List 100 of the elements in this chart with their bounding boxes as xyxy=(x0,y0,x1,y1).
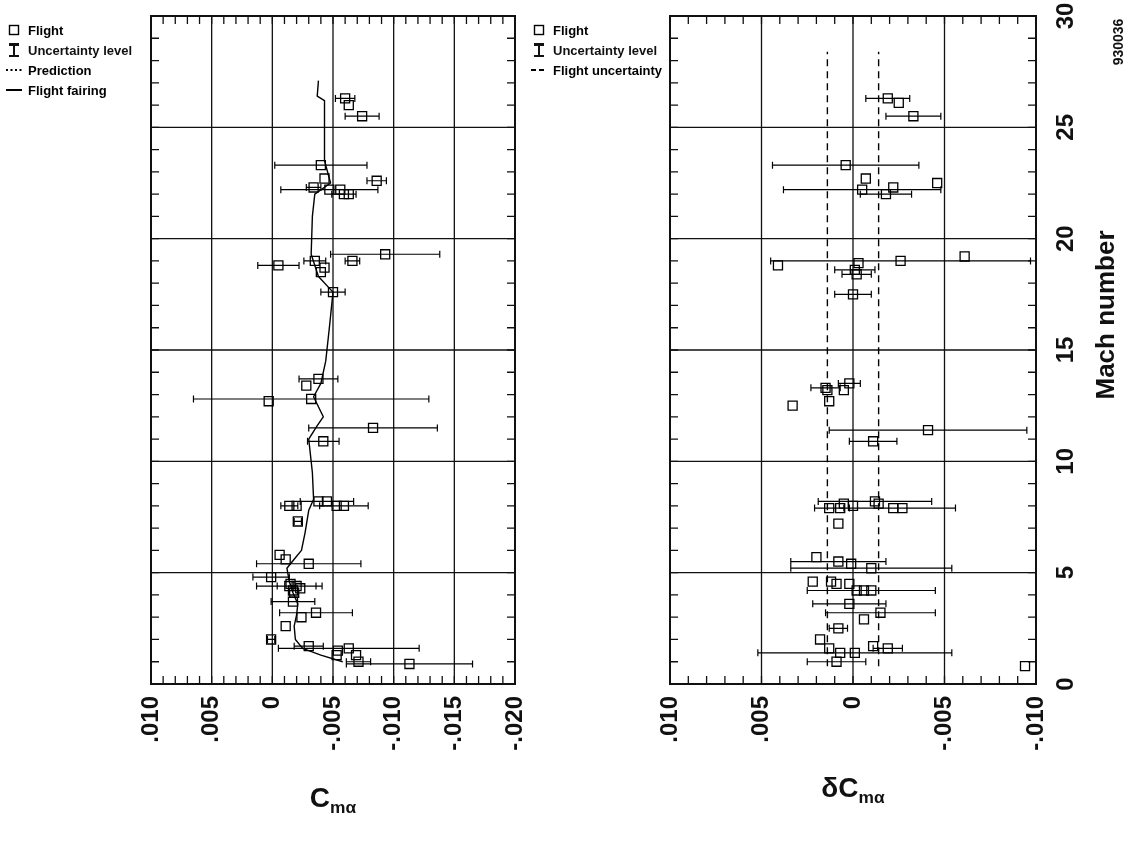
point xyxy=(831,656,842,667)
point xyxy=(315,160,327,171)
point xyxy=(858,585,870,596)
point xyxy=(856,184,868,195)
point xyxy=(335,184,346,195)
point xyxy=(295,583,306,594)
point xyxy=(824,396,835,407)
point xyxy=(835,502,846,514)
point xyxy=(893,97,904,109)
x-tick-label: -.010 xyxy=(378,696,406,751)
point xyxy=(305,393,317,405)
point xyxy=(851,269,862,280)
point xyxy=(888,502,899,514)
point xyxy=(380,249,391,260)
point xyxy=(844,378,855,389)
point xyxy=(860,173,871,184)
point xyxy=(833,518,844,529)
point xyxy=(833,623,844,634)
point xyxy=(296,612,307,623)
point xyxy=(339,93,351,104)
legend-label: Flight xyxy=(28,22,64,38)
y-tick-label: 20 xyxy=(1050,225,1078,253)
point xyxy=(833,556,844,567)
x-axis-title: δC$_{mα}$ xyxy=(821,771,885,807)
point xyxy=(331,500,342,512)
point xyxy=(273,260,284,271)
point xyxy=(356,111,368,122)
point xyxy=(284,500,295,512)
x-tick-label: .005 xyxy=(746,696,774,743)
point xyxy=(315,266,327,278)
text: 930036 xyxy=(1110,18,1126,66)
point xyxy=(280,554,291,565)
x-tick-label: 0 xyxy=(837,696,865,710)
point xyxy=(303,558,314,569)
point xyxy=(847,289,859,300)
y-axis-title: Mach number xyxy=(1090,230,1120,400)
point xyxy=(313,496,324,507)
x-tick-label: .010 xyxy=(135,696,163,743)
point xyxy=(331,649,342,661)
x-tick-label: -.005 xyxy=(929,696,957,751)
point xyxy=(287,596,299,607)
x-axis-title: C$_{mα}$ xyxy=(309,781,357,817)
point xyxy=(851,585,862,596)
legend-label: Flight fairing xyxy=(28,82,107,98)
text: Uncertainty level xyxy=(28,42,133,58)
point xyxy=(404,658,415,670)
point xyxy=(811,551,822,563)
point xyxy=(313,373,324,385)
point xyxy=(274,549,285,561)
point xyxy=(343,643,354,654)
point xyxy=(324,184,335,195)
y-tick-label: 15 xyxy=(1050,336,1078,364)
point xyxy=(838,498,850,509)
point xyxy=(319,173,330,184)
point xyxy=(846,558,857,569)
point xyxy=(867,436,879,447)
x-tick-label: 0 xyxy=(256,696,284,710)
y-tick-label: 5 xyxy=(1050,565,1078,580)
text: Uncertainty level xyxy=(553,42,658,58)
point xyxy=(882,643,893,654)
point xyxy=(301,380,312,391)
point xyxy=(866,585,877,596)
point xyxy=(319,262,330,273)
point xyxy=(849,647,861,658)
point xyxy=(835,647,846,658)
point xyxy=(772,260,784,271)
point xyxy=(353,656,364,667)
point xyxy=(922,424,934,436)
legend-label: Flight xyxy=(553,22,589,38)
point xyxy=(303,640,314,652)
point xyxy=(882,93,893,104)
point xyxy=(959,251,970,262)
point xyxy=(814,634,826,645)
point xyxy=(321,496,333,507)
point xyxy=(343,99,354,111)
x-tick-label: -.010 xyxy=(1020,696,1048,751)
point xyxy=(787,400,798,411)
point xyxy=(858,614,870,625)
point xyxy=(291,580,302,592)
point xyxy=(350,649,362,661)
point xyxy=(869,496,881,507)
x-tick-label: .010 xyxy=(654,696,682,743)
point xyxy=(844,578,855,589)
point xyxy=(318,436,329,447)
point xyxy=(844,598,855,610)
y-tick-label: 0 xyxy=(1050,677,1078,691)
point xyxy=(873,498,884,509)
x-tick-label: -.020 xyxy=(499,696,527,751)
x-tick-label: -.005 xyxy=(317,696,345,751)
point xyxy=(824,502,835,514)
point xyxy=(1019,661,1031,672)
point xyxy=(367,422,379,434)
point xyxy=(847,500,859,512)
point xyxy=(371,175,382,186)
point xyxy=(888,182,899,193)
y-tick-label: 10 xyxy=(1050,447,1078,475)
point xyxy=(838,384,850,396)
point xyxy=(895,255,906,267)
point xyxy=(840,160,851,171)
point xyxy=(310,607,322,618)
